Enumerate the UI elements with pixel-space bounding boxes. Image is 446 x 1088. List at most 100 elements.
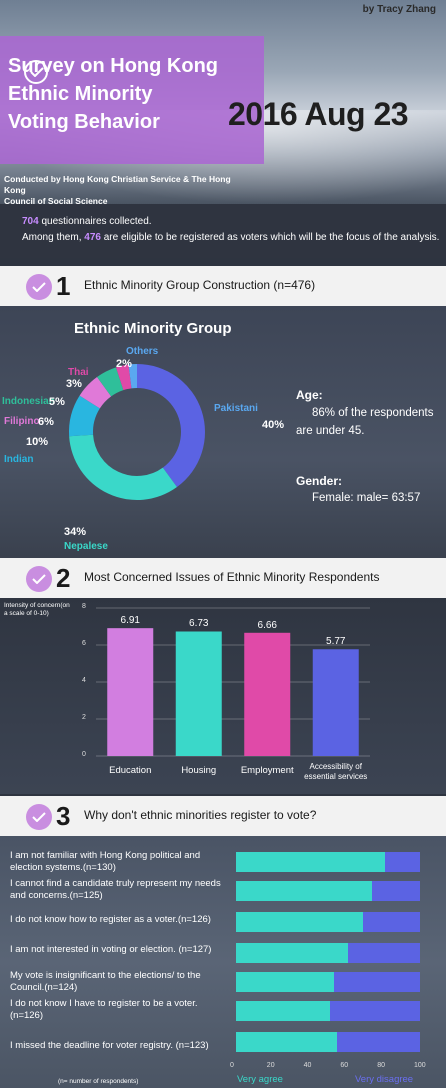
- reason-item: I am not familiar with Hong Kong politic…: [10, 850, 201, 873]
- section-1-content: Ethnic Minority Group Pakistani 40% Nepale…: [0, 306, 446, 562]
- donut-slice-thai: [115, 364, 132, 391]
- y-tick-label: 0: [82, 751, 86, 758]
- donut-value-label: 10%: [26, 436, 49, 448]
- bar-very-agree: [236, 881, 373, 901]
- donut-category-label: Filipino: [4, 416, 40, 427]
- bar-3: [312, 649, 359, 756]
- section-3-header: 3 Why don't ethnic minorities register t…: [0, 796, 446, 836]
- donut-category-label: Others: [126, 346, 159, 357]
- conducted-by: Conducted by Hong Kong Christian Service…: [4, 174, 244, 204]
- x-tick-label: 100: [414, 1062, 426, 1069]
- check-badge-icon: [26, 804, 52, 830]
- donut-category-label: Nepalese: [64, 541, 108, 552]
- intro-line-2: Among them, 476 are eligible to be regis…: [22, 232, 439, 243]
- intro-line-2-pre: Among them,: [22, 232, 85, 243]
- legend-very-agree: Very agree: [237, 1074, 283, 1085]
- page-title: Survey on Hong Kong Ethnic Minority Voti…: [8, 52, 264, 136]
- section-title: Why don't ethnic minorities register to …: [84, 808, 317, 822]
- ethnic-group-donut-chart: [69, 364, 205, 500]
- donut-slice-nepalese: [69, 434, 177, 500]
- donut-value-label: 40%: [262, 419, 285, 431]
- y-tick-label: 2: [82, 714, 86, 721]
- bar-very-disagree: [372, 881, 420, 901]
- bar-very-disagree: [348, 943, 420, 963]
- bar-very-disagree: [329, 1001, 420, 1021]
- section-number: 3: [56, 801, 71, 831]
- bar-very-disagree: [337, 1032, 420, 1052]
- section-title: Ethnic Minority Group Construction (n=47…: [84, 278, 316, 292]
- bar-category-label: Housing: [181, 765, 217, 776]
- reason-item: I cannot find a candidate truly represen…: [10, 878, 221, 901]
- donut-slice-filipino: [79, 376, 112, 409]
- bar-very-disagree: [385, 852, 420, 872]
- check-badge-icon: [26, 566, 52, 592]
- donut-value-label: 5%: [49, 396, 65, 408]
- bar-very-agree: [236, 852, 386, 872]
- bar-0: [107, 628, 154, 756]
- header-banner: by Tracy Zhang Survey on Hong Kong Ethni…: [0, 0, 446, 204]
- reason-item: My vote is insignificant to the election…: [10, 970, 201, 993]
- bar-very-agree: [236, 1001, 330, 1021]
- donut-slice-pakistani: [137, 364, 205, 488]
- bar-category-label: Education: [109, 765, 152, 776]
- survey-date: 2016 Aug 23: [228, 96, 409, 132]
- title-line-3: Voting Behavior: [8, 111, 160, 133]
- age-title: Age:: [296, 388, 323, 402]
- x-tick-label: 20: [266, 1062, 275, 1069]
- donut-chart-title: Ethnic Minority Group: [74, 320, 232, 337]
- check-badge-icon: [26, 274, 52, 300]
- reason-item: I do not know how to register as a voter…: [10, 914, 211, 925]
- bar-value-label: 6.66: [257, 619, 277, 631]
- bar-very-agree: [236, 943, 349, 963]
- bar-2: [244, 632, 291, 756]
- bar-very-disagree: [333, 972, 420, 992]
- donut-value-label: 2%: [116, 358, 132, 370]
- donut-value-label: 6%: [38, 416, 54, 428]
- donut-slice-indonesian: [97, 367, 124, 397]
- count-eligible: 476: [84, 232, 101, 243]
- y-tick-label: 4: [82, 677, 86, 684]
- x-tick-label: 0: [230, 1062, 234, 1069]
- donut-slice-others: [128, 364, 137, 389]
- bar-very-agree: [236, 972, 334, 992]
- donut-value-label: 34%: [64, 526, 87, 538]
- bar-value-label: 6.73: [189, 618, 209, 630]
- section-2-content: Intensity of concern(on a scale of 0-10)…: [0, 598, 446, 794]
- y-tick-label: 6: [82, 640, 86, 647]
- intro-summary: 704 questionnaires collected. Among them…: [0, 204, 446, 258]
- reason-item: I missed the deadline for voter registry…: [10, 1040, 209, 1051]
- bar-1: [175, 631, 222, 756]
- bar-very-disagree: [362, 912, 420, 932]
- donut-category-label: Indonesian: [2, 396, 55, 407]
- intro-line-1: 704 questionnaires collected.: [22, 216, 152, 227]
- bar-value-label: 6.91: [120, 615, 140, 627]
- section-2-header: 2 Most Concerned Issues of Ethnic Minori…: [0, 558, 446, 598]
- bar-category-label: Employment: [240, 765, 294, 776]
- title-line-1: Survey on Hong Kong: [8, 55, 218, 77]
- x-tick-label: 60: [340, 1062, 349, 1069]
- intro-line-2-text: are eligible to be registered as voters …: [100, 232, 440, 243]
- section-number: 2: [56, 563, 71, 593]
- check-icon: [24, 60, 48, 84]
- conducted-line-2: Council of Social Science: [4, 196, 108, 204]
- intro-line-1-text: questionnaires collected.: [38, 216, 152, 227]
- count-collected: 704: [22, 216, 39, 227]
- donut-category-label: Pakistani: [214, 403, 258, 414]
- gender-title: Gender:: [296, 474, 343, 488]
- x-tick-label: 40: [303, 1062, 312, 1069]
- section-title: Most Concerned Issues of Ethnic Minority…: [84, 570, 380, 584]
- bar-category-label: Accessibility of essential services: [304, 762, 368, 781]
- donut-category-label: Thai: [68, 367, 89, 378]
- author-credit: by Tracy Zhang: [362, 4, 436, 15]
- section-3-content: I am not familiar with Hong Kong politic…: [0, 836, 446, 1088]
- donut-slice-indian: [69, 395, 100, 437]
- gender-line: Female: male= 63:57: [312, 492, 421, 504]
- donut-value-label: 3%: [66, 378, 82, 390]
- bar-very-agree: [236, 1032, 338, 1052]
- age-line-2: are under 45.: [296, 425, 365, 437]
- section-1-header: 1 Ethnic Minority Group Construction (n=…: [0, 266, 446, 306]
- concern-axis-label: Intensity of concern(on a scale of 0-10): [4, 602, 70, 617]
- donut-category-label: Indian: [4, 454, 34, 465]
- y-tick-label: 8: [82, 603, 86, 610]
- title-box: [0, 36, 264, 164]
